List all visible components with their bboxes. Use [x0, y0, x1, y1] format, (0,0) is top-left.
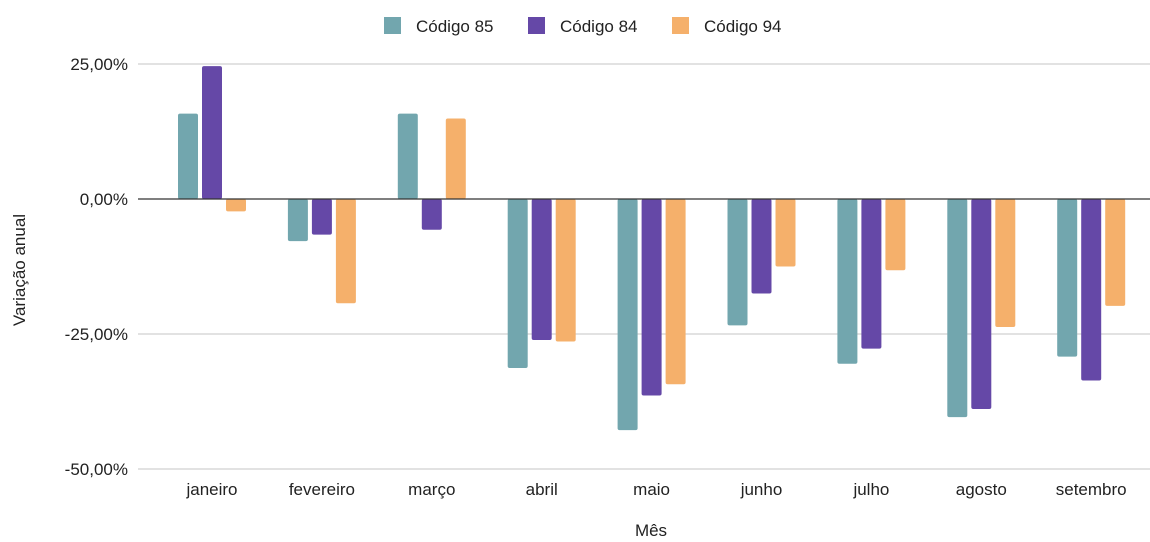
x-tick-label: julho: [852, 480, 889, 499]
legend-swatch: [528, 17, 545, 34]
x-tick-label: janeiro: [185, 480, 237, 499]
bar: [445, 118, 466, 199]
bar: [751, 199, 772, 294]
bar: [178, 113, 198, 199]
bar: [226, 199, 246, 212]
bar: [1057, 199, 1078, 357]
x-axis-ticks: janeiro fevereiro março abril maio junho julho…: [185, 480, 1126, 499]
legend: Código 85 Código 84 Código 94: [384, 17, 782, 36]
y-tick-label: 25,00%: [70, 55, 128, 74]
bar: [861, 199, 882, 349]
bar: [311, 199, 332, 235]
y-axis-label: Variação anual: [10, 214, 29, 326]
legend-swatch: [384, 17, 401, 34]
legend-label: Código 84: [560, 17, 638, 36]
legend-label: Código 85: [416, 17, 494, 36]
bar: [1081, 199, 1102, 381]
bar: [421, 199, 442, 230]
x-axis-label: Mês: [635, 521, 667, 540]
x-tick-label: junho: [740, 480, 783, 499]
bar: [287, 199, 308, 242]
bar: [507, 199, 528, 369]
bar: [665, 199, 686, 385]
bars: [178, 66, 1126, 431]
legend-label: Código 94: [704, 17, 782, 36]
x-tick-label: março: [408, 480, 455, 499]
bar: [775, 199, 796, 267]
bar: [885, 199, 906, 271]
bar: [202, 66, 222, 199]
y-tick-label: 0,00%: [80, 190, 128, 209]
bar: [531, 199, 552, 340]
y-tick-label: -50,00%: [65, 460, 128, 479]
bar: [971, 199, 992, 410]
x-tick-label: setembro: [1056, 480, 1127, 499]
bar: [641, 199, 662, 396]
bar: [617, 199, 638, 431]
bar: [335, 199, 356, 304]
bar: [555, 199, 576, 342]
bar: [837, 199, 858, 364]
x-tick-label: agosto: [956, 480, 1007, 499]
bar: [1105, 199, 1126, 306]
x-tick-label: maio: [633, 480, 670, 499]
x-tick-label: abril: [526, 480, 558, 499]
bar: [947, 199, 968, 418]
legend-swatch: [672, 17, 689, 34]
y-axis-ticks: 25,00% 0,00% -25,00% -50,00%: [65, 55, 128, 479]
bar: [727, 199, 748, 326]
bar: [995, 199, 1016, 327]
x-tick-label: fevereiro: [289, 480, 355, 499]
bar: [397, 113, 418, 199]
y-tick-label: -25,00%: [65, 325, 128, 344]
